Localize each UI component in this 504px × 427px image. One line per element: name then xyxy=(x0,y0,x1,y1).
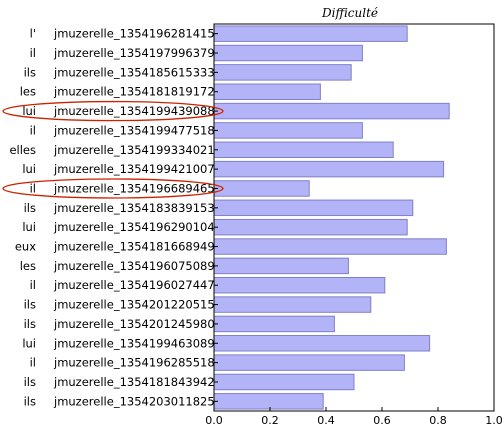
y-tick-id: jmuzerelle_1354199477518 xyxy=(53,123,215,137)
y-tick-pronoun: il xyxy=(30,181,36,195)
y-tick-pronoun: ils xyxy=(24,375,36,389)
bar-jmuzerelle_1354181668949 xyxy=(213,238,447,255)
y-tick-pronoun: il xyxy=(30,123,36,137)
x-tick-label: 0.6 xyxy=(373,414,391,427)
bar-jmuzerelle_1354201245980 xyxy=(213,315,335,333)
y-tick-id: jmuzerelle_1354199463089 xyxy=(53,336,215,350)
x-tick-labels: 0.0 0.2 0.4 0.6 0.8 1.0 xyxy=(205,407,503,427)
bar-jmuzerelle_1354196689465 xyxy=(213,180,310,197)
bar-jmuzerelle_1354201220515 xyxy=(213,296,372,313)
x-tick-label: 0.4 xyxy=(317,414,335,427)
highlight-ellipse xyxy=(2,100,224,122)
y-tick-id: jmuzerelle_1354196285518 xyxy=(53,356,215,370)
y-tick-id: jmuzerelle_1354201245980 xyxy=(53,317,215,331)
y-tick-pronoun: lui xyxy=(22,104,36,118)
y-tick-id: jmuzerelle_1354185615333 xyxy=(53,65,215,79)
bar-jmuzerelle_1354203011825 xyxy=(213,393,324,410)
bar-jmuzerelle_1354185615333 xyxy=(213,64,352,81)
bar-jmuzerelle_1354199463089 xyxy=(213,335,431,352)
y-tick-id: jmuzerelle_1354181819172 xyxy=(53,85,215,99)
y-tick-id: jmuzerelle_1354181668949 xyxy=(53,240,215,254)
y-tick-pronoun: lui xyxy=(22,162,36,176)
y-tick-pronoun: ils xyxy=(24,65,36,79)
y-tick-id: jmuzerelle_1354199421007 xyxy=(53,162,215,176)
y-tick-pronoun: il xyxy=(30,356,36,370)
x-tick-label: 0.2 xyxy=(261,414,279,427)
y-tick-id: jmuzerelle_1354199334021 xyxy=(53,143,215,157)
y-tick-id: jmuzerelle_1354196290104 xyxy=(53,220,215,234)
chart-title: Difficulté xyxy=(321,6,378,20)
y-tick-pronoun: l' xyxy=(30,27,36,41)
y-tick-pronoun: les xyxy=(20,85,36,99)
bar-jmuzerelle_1354196027447 xyxy=(213,276,386,294)
bar-jmuzerelle_1354183839153 xyxy=(213,199,414,217)
y-tick-id: jmuzerelle_1354196281415 xyxy=(53,27,215,41)
y-tick-id: jmuzerelle_1354196027447 xyxy=(53,278,215,292)
y-tick-pronoun: ils xyxy=(24,201,36,215)
plot-frame xyxy=(213,23,495,412)
y-tick-pronoun: lui xyxy=(22,220,36,234)
y-tick-id: jmuzerelle_1354203011825 xyxy=(53,394,215,408)
y-tick-pronoun: lui xyxy=(22,336,36,350)
y-tick-pronoun: il xyxy=(30,278,36,292)
x-tick-label: 1.0 xyxy=(485,414,503,427)
y-tick-pronoun: ils xyxy=(24,298,36,312)
bar-jmuzerelle_1354196290104 xyxy=(213,218,408,236)
bar-jmuzerelle_1354197996379 xyxy=(213,44,363,62)
y-tick-pronoun: il xyxy=(30,46,36,60)
y-tick-id: jmuzerelle_1354199439088 xyxy=(53,104,215,118)
bar-jmuzerelle_1354181819172 xyxy=(213,83,321,100)
x-tick-label: 0.8 xyxy=(429,414,447,427)
y-tick-id: jmuzerelle_1354181843942 xyxy=(53,375,215,389)
bar-jmuzerelle_1354199477518 xyxy=(213,122,363,139)
bar-jmuzerelle_1354196285518 xyxy=(213,354,405,371)
y-tick-pronoun: ils xyxy=(24,317,36,331)
y-tick-id: jmuzerelle_1354196075089 xyxy=(53,259,215,273)
highlight-ellipse xyxy=(2,178,224,199)
y-tick-id: jmuzerelle_1354196689465 xyxy=(53,181,215,195)
y-tick-pronoun: elles xyxy=(9,143,36,157)
bars-layer xyxy=(213,25,450,410)
bar-jmuzerelle_1354199334021 xyxy=(213,141,394,159)
bar-jmuzerelle_1354199439088 xyxy=(213,102,450,120)
bar-jmuzerelle_1354196075089 xyxy=(213,257,349,275)
y-tick-id: jmuzerelle_1354197996379 xyxy=(53,46,215,60)
y-tick-id: jmuzerelle_1354201220515 xyxy=(53,298,215,312)
y-tick-id: jmuzerelle_1354183839153 xyxy=(53,201,215,215)
y-tick-pronoun: les xyxy=(20,259,36,273)
y-tick-pronoun: eux xyxy=(15,240,36,254)
bar-jmuzerelle_1354181843942 xyxy=(213,373,355,391)
bar-jmuzerelle_1354199421007 xyxy=(213,160,445,178)
x-tick-label: 0.0 xyxy=(205,414,223,427)
highlight-layer xyxy=(2,100,224,199)
bar-jmuzerelle_1354196281415 xyxy=(213,25,408,42)
y-tick-pronoun: ils xyxy=(24,394,36,408)
